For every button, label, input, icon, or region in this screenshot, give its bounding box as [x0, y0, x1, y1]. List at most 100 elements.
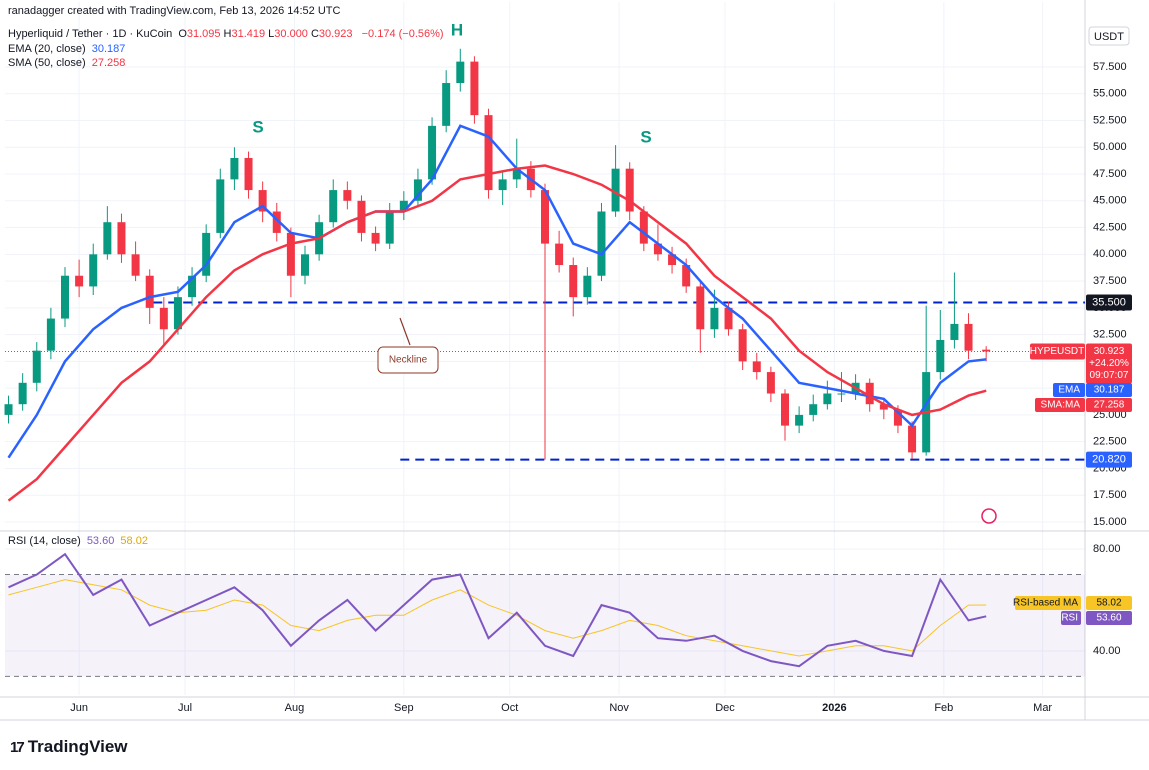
annotation: Neckline	[389, 355, 428, 366]
candle-body	[442, 83, 451, 126]
symbol-line: Hyperliquid / Tether · 1D · KuCoin O31.0…	[8, 28, 447, 40]
candle-body	[668, 254, 677, 266]
candle-body	[982, 349, 991, 352]
candle-body	[18, 382, 27, 405]
candle-body	[639, 211, 648, 244]
y-tick-label: 15.000	[1093, 516, 1127, 528]
rsi-tag	[1061, 611, 1081, 625]
candle-body	[541, 190, 549, 244]
change: −0.174 (−0.56%)	[361, 28, 444, 40]
y-tick-label: 50.000	[1093, 141, 1127, 153]
candle-body	[286, 232, 295, 276]
candle-body	[188, 275, 197, 298]
rsi-tag-name: RSI	[1061, 613, 1078, 624]
candle-body	[936, 339, 945, 373]
candle-body	[809, 404, 818, 415]
candle-body	[823, 393, 832, 405]
level-tag-label: 20.820	[1092, 454, 1126, 466]
candle-body	[597, 211, 606, 276]
candle-body	[202, 232, 211, 276]
y-tick-label: 55.000	[1093, 88, 1127, 100]
y-tick-label: 32.500	[1093, 329, 1127, 341]
candle-body	[682, 265, 691, 287]
candle-body	[103, 222, 112, 255]
credit: ranadagger created with TradingView.com,…	[8, 5, 341, 17]
indicator-tag	[1086, 383, 1132, 397]
legend-name: SMA (50, close)	[8, 57, 86, 69]
symbol: Hyperliquid / Tether · 1D · KuCoin	[8, 28, 173, 40]
event-icon	[981, 508, 997, 524]
legend-value: 58.02	[120, 535, 148, 547]
x-tick-label: Jul	[178, 702, 192, 714]
ohlc-key: L	[268, 28, 275, 40]
candle-body	[258, 190, 267, 212]
candle-body	[385, 211, 394, 244]
x-tick-label: Sep	[394, 702, 414, 714]
candle-body	[908, 425, 917, 453]
x-tick-label: Oct	[501, 702, 518, 714]
candle-body	[865, 382, 874, 405]
y-tick-label: 47.500	[1093, 168, 1127, 180]
rsi-tag	[1015, 596, 1081, 610]
candle-body	[244, 157, 253, 191]
ohlc-value: 31.095	[186, 28, 221, 40]
currency-box	[1088, 26, 1130, 46]
x-tick-label: 2026	[822, 702, 846, 714]
candle-body	[738, 329, 747, 362]
indicator-tag-value: 30.187	[1094, 385, 1125, 396]
candle-body	[766, 372, 775, 394]
candle-body	[145, 275, 154, 308]
rsi-tag	[1086, 611, 1132, 625]
price-tag-countdown: 09:07:07	[1090, 370, 1129, 381]
level-tag	[1086, 451, 1132, 468]
rsi-tag	[1086, 596, 1132, 610]
candle-body	[498, 179, 507, 191]
y-tick-label: 40.00	[1093, 645, 1121, 657]
y-tick-label: 17.500	[1093, 489, 1127, 501]
rsi-tag-value: 58.02	[1096, 598, 1121, 609]
candle-body	[343, 190, 352, 201]
level-tag	[1086, 294, 1132, 311]
candle-body	[512, 168, 521, 180]
x-tick-label: Jun	[70, 702, 88, 714]
currency: USDT	[1094, 31, 1124, 43]
candle-body	[893, 409, 902, 426]
annotation-arrow	[399, 317, 411, 346]
ohlc-key: C	[310, 28, 319, 40]
candle-body	[710, 307, 719, 330]
candle-body	[950, 323, 959, 340]
indicator-tag-name: EMA	[1058, 385, 1080, 396]
price-tag-change: +24.20%	[1089, 358, 1129, 369]
legend-value: 27.258	[91, 57, 126, 69]
sma-legend: SMA (50, close) 27.258	[8, 57, 128, 69]
rsi-band	[5, 574, 1085, 677]
ohlc-key: H	[223, 28, 232, 40]
candle-body	[61, 275, 69, 319]
indicator-tag	[1086, 398, 1132, 412]
candle-body	[583, 275, 592, 298]
price-tag	[1086, 343, 1132, 384]
ohlc-value: 31.419	[231, 28, 266, 40]
brand-name: TradingView	[27, 737, 128, 756]
indicator-tag-value: 27.258	[1094, 400, 1125, 411]
candle-body	[696, 286, 705, 330]
candle-body	[89, 254, 98, 287]
symbol-tag	[1030, 343, 1085, 360]
candle-body	[611, 168, 620, 212]
legend-name: EMA (20, close)	[8, 43, 86, 55]
candle-body	[555, 243, 564, 266]
legend-value: 30.187	[91, 43, 126, 55]
candle-body	[4, 404, 13, 415]
annotation: S	[640, 127, 651, 146]
candle-body	[230, 157, 239, 180]
legend-value: 53.60	[86, 535, 115, 547]
indicator-tag-name: SMA:MA	[1041, 400, 1081, 411]
ema-legend: EMA (20, close) 30.187	[8, 43, 128, 55]
x-tick-label: Nov	[609, 702, 629, 714]
rsi-legend: RSI (14, close) 53.60 58.02	[8, 535, 151, 547]
candle-body	[781, 393, 789, 426]
annotation-box	[377, 346, 439, 374]
brand: 17 TradingView	[10, 737, 128, 757]
ohlc-value: 30.000	[274, 28, 308, 40]
